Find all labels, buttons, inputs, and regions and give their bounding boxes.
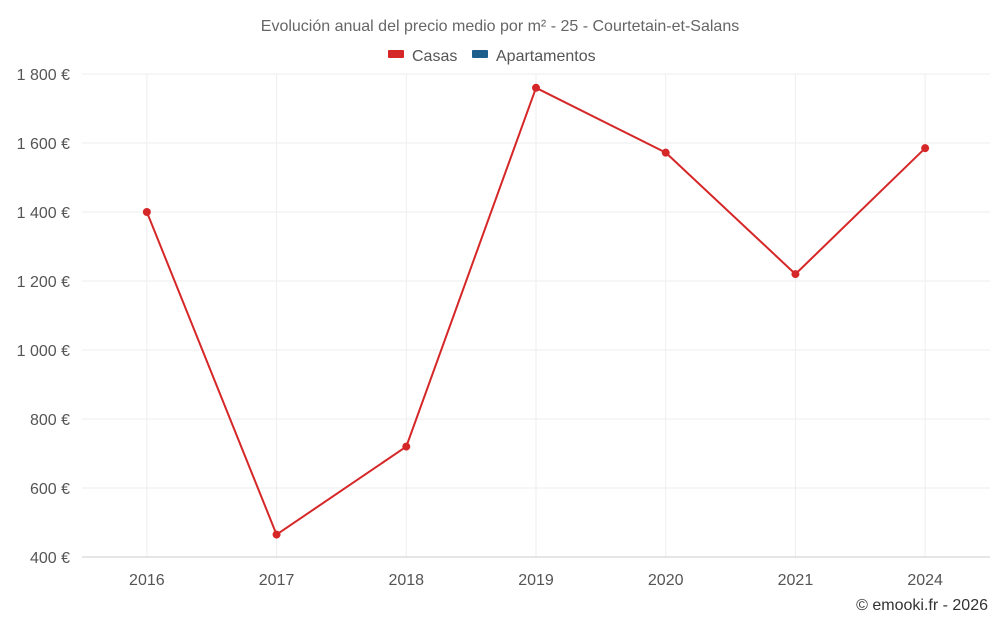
y-tick-label: 400 € (30, 550, 70, 567)
credit-text: © emooki.fr - 2026 (856, 597, 988, 614)
data-point-2021[interactable] (791, 270, 799, 278)
grid (82, 74, 990, 557)
legend-swatch-casas (388, 50, 404, 58)
legend: Casas Apartamentos (388, 48, 596, 65)
data-point-2017[interactable] (273, 531, 281, 539)
y-tick-label: 1 800 € (17, 67, 70, 84)
chart-title: Evolución anual del precio medio por m² … (261, 18, 739, 35)
x-tick-label: 2019 (518, 572, 554, 589)
legend-label-casas: Casas (412, 48, 457, 65)
y-tick-label: 1 000 € (17, 343, 70, 360)
y-tick-label: 800 € (30, 412, 70, 429)
legend-label-apartamentos: Apartamentos (496, 48, 596, 65)
x-axis: 2016 2017 2018 2019 2020 2021 2024 (82, 557, 990, 589)
y-tick-label: 600 € (30, 481, 70, 498)
legend-item-casas[interactable]: Casas (388, 48, 457, 65)
x-tick-label: 2020 (648, 572, 684, 589)
data-point-2016[interactable] (143, 208, 151, 216)
x-tick-label: 2024 (907, 572, 943, 589)
data-point-2024[interactable] (921, 144, 929, 152)
x-tick-label: 2016 (129, 572, 165, 589)
price-line-chart: Evolución anual del precio medio por m² … (0, 0, 1000, 625)
y-tick-label: 1 200 € (17, 274, 70, 291)
data-point-2019[interactable] (532, 84, 540, 92)
data-point-2018[interactable] (402, 443, 410, 451)
y-axis: 400 € 600 € 800 € 1 000 € 1 200 € 1 400 € 1 60… (17, 67, 70, 567)
legend-item-apartamentos[interactable]: Apartamentos (472, 48, 596, 65)
data-point-2020[interactable] (662, 149, 670, 157)
y-tick-label: 1 600 € (17, 136, 70, 153)
x-tick-label: 2021 (778, 572, 814, 589)
x-tick-label: 2017 (259, 572, 295, 589)
y-tick-label: 1 400 € (17, 205, 70, 222)
legend-swatch-apartamentos (472, 50, 488, 58)
x-tick-label: 2018 (388, 572, 424, 589)
